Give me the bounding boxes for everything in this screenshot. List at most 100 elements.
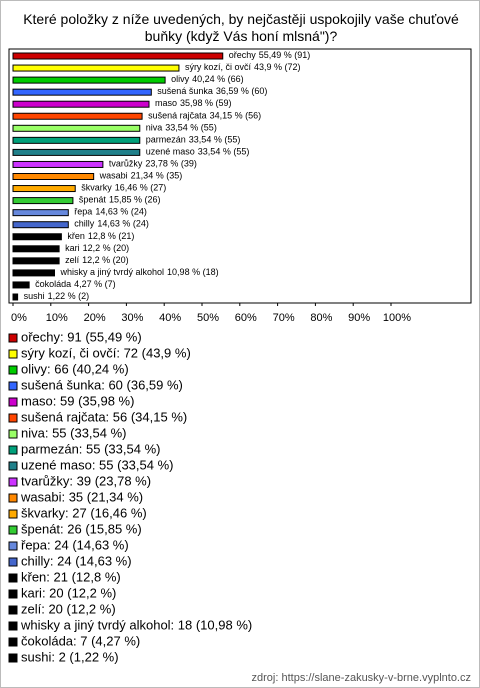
category-label: chilly	[74, 219, 95, 229]
x-tick-label: 30%	[121, 312, 143, 324]
category-label: špenát	[79, 195, 107, 205]
legend-label: sušená šunka: 60 (36,59 %)	[21, 377, 183, 392]
bar-label: tvarůžky 23,78 % (39)	[109, 159, 197, 169]
value-label: 14,63 % (24)	[97, 219, 149, 229]
legend-label: uzené maso: 55 (33,54 %)	[21, 457, 173, 472]
bar-label: parmezán 33,54 % (55)	[146, 135, 241, 145]
x-tick-label: 20%	[84, 312, 106, 324]
category-label: křen	[67, 231, 85, 241]
value-label: 10,98 % (18)	[167, 267, 219, 277]
bar	[12, 221, 69, 229]
legend-swatch	[8, 541, 18, 551]
bar-label: maso 35,98 % (59)	[155, 99, 232, 109]
category-label: ořechy	[229, 50, 257, 60]
bar	[12, 52, 224, 60]
x-tick-label: 80%	[310, 312, 332, 324]
bar	[12, 148, 141, 156]
legend-label: sýry kozí, či ovčí: 72 (43,9 %)	[21, 345, 191, 360]
legend-label: zelí: 20 (12,2 %)	[21, 601, 116, 616]
legend-label: čokoláda: 7 (4,27 %)	[21, 633, 140, 648]
category-label: zelí	[65, 255, 80, 265]
bar	[12, 281, 30, 289]
legend-swatch	[8, 573, 18, 583]
bar	[12, 257, 60, 265]
bar	[12, 76, 166, 84]
value-label: 1,22 % (2)	[48, 291, 90, 301]
bar-label: čokoláda 4,27 % (7)	[35, 279, 116, 289]
bar-label: uzené maso 33,54 % (55)	[146, 147, 250, 157]
category-label: uzené maso	[146, 147, 195, 157]
x-tick-label: 10%	[46, 312, 68, 324]
bar-label: niva 33,54 % (55)	[146, 123, 217, 133]
bar	[12, 88, 152, 96]
value-label: 15,85 % (26)	[109, 195, 161, 205]
x-tick-label: 60%	[235, 312, 257, 324]
category-label: maso	[155, 99, 177, 109]
legend-swatch	[8, 653, 18, 663]
bar	[12, 185, 76, 193]
x-tick-label: 40%	[159, 312, 181, 324]
legend-swatch	[8, 397, 18, 407]
source: zdroj: https://slane-zakusky-v-brne.vypl…	[252, 672, 471, 684]
legend-swatch	[8, 349, 18, 359]
bar-label: sushi 1,22 % (2)	[24, 291, 90, 301]
value-label: 33,54 % (55)	[198, 147, 250, 157]
bar-label: sušená šunka 36,59 % (60)	[157, 87, 267, 97]
category-label: tvarůžky	[109, 159, 143, 169]
category-label: kari	[65, 243, 80, 253]
legend-label: špenát: 26 (15,85 %)	[21, 521, 142, 536]
value-label: 16,46 % (27)	[115, 183, 167, 193]
value-label: 34,15 % (56)	[210, 111, 262, 121]
bar	[12, 112, 143, 120]
bar	[12, 293, 19, 301]
value-label: 14,63 % (24)	[95, 207, 147, 217]
category-label: škvarky	[81, 183, 112, 193]
bar	[12, 124, 141, 132]
bar-label: kari 12,2 % (20)	[65, 243, 129, 253]
category-label: parmezán	[146, 135, 186, 145]
bar	[12, 100, 150, 108]
bar	[12, 197, 74, 205]
bar-label: wasabi 21,34 % (35)	[99, 171, 183, 181]
category-label: řepa	[74, 207, 92, 217]
legend-swatch	[8, 413, 18, 423]
bar-label: křen 12,8 % (21)	[67, 231, 134, 241]
bar-label: ořechy 55,49 % (91)	[229, 50, 311, 60]
legend-swatch	[8, 461, 18, 471]
legend-label: niva: 55 (33,54 %)	[21, 425, 127, 440]
category-label: niva	[146, 123, 163, 133]
category-label: sušená šunka	[157, 87, 213, 97]
bar-label: špenát 15,85 % (26)	[79, 195, 161, 205]
legend-swatch	[8, 621, 18, 631]
legend-swatch	[8, 525, 18, 535]
bar-label: sušená rajčata 34,15 % (56)	[148, 111, 261, 121]
x-tick-label: 0%	[11, 312, 27, 324]
bar-label: whisky a jiný tvrdý alkohol 10,98 % (18)	[60, 267, 219, 277]
x-tick-label: 50%	[197, 312, 219, 324]
legend-swatch	[8, 509, 18, 519]
legend-label: olivy: 66 (40,24 %)	[21, 361, 129, 376]
value-label: 35,98 % (59)	[180, 99, 232, 109]
bar-label: chilly 14,63 % (24)	[74, 219, 149, 229]
category-label: wasabi	[99, 171, 128, 181]
value-label: 55,49 % (91)	[259, 50, 311, 60]
category-label: olivy	[171, 74, 190, 84]
x-tick-label: 100%	[383, 312, 411, 324]
bar	[12, 233, 62, 241]
legend-swatch	[8, 429, 18, 439]
category-label: sušená rajčata	[148, 111, 207, 121]
category-label: whisky a jiný tvrdý alkohol	[60, 267, 165, 277]
legend-swatch	[8, 445, 18, 455]
x-tick-label: 70%	[273, 312, 295, 324]
value-label: 12,8 % (21)	[88, 231, 135, 241]
value-label: 21,34 % (35)	[131, 171, 183, 181]
legend-swatch	[8, 493, 18, 503]
legend-label: křen: 21 (12,8 %)	[21, 569, 121, 584]
bar-label: zelí 12,2 % (20)	[65, 255, 129, 265]
bar	[12, 64, 180, 72]
legend-swatch	[8, 333, 18, 343]
x-tick-label: 90%	[348, 312, 370, 324]
legend-label: wasabi: 35 (21,34 %)	[20, 489, 143, 504]
